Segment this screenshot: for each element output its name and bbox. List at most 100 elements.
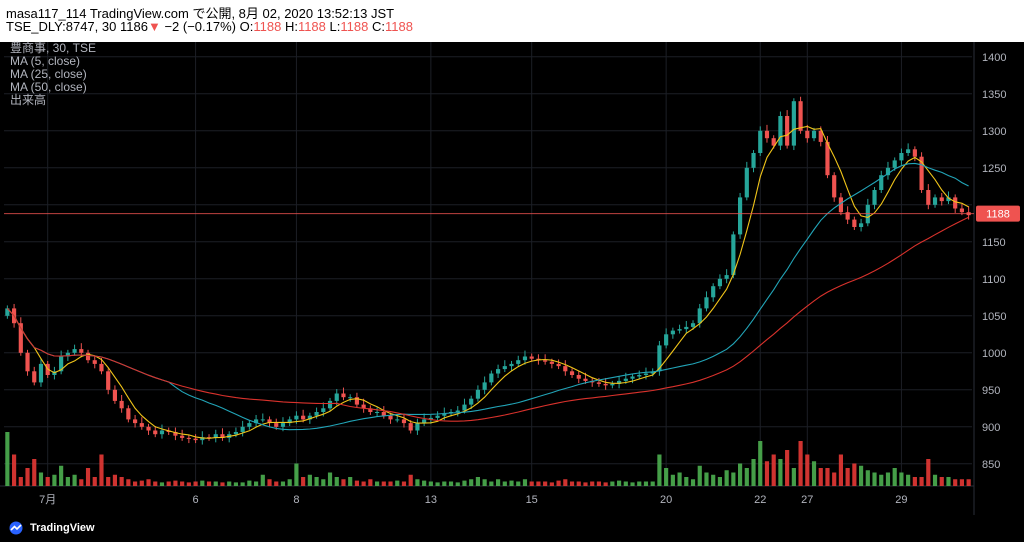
candle-body bbox=[368, 408, 373, 412]
candle-body bbox=[294, 415, 299, 420]
candle-body bbox=[838, 197, 844, 213]
volume-bar bbox=[11, 454, 17, 486]
close-value: 1188 bbox=[384, 19, 413, 34]
volume-bar bbox=[590, 481, 595, 486]
volume-bar bbox=[872, 472, 877, 486]
candle bbox=[556, 359, 561, 370]
volume-bar bbox=[610, 481, 615, 486]
x-tick-label: 13 bbox=[425, 494, 437, 506]
candle-body bbox=[442, 413, 447, 416]
candle-body bbox=[603, 383, 608, 386]
candle bbox=[865, 198, 870, 227]
volume-bar bbox=[307, 474, 312, 486]
candle bbox=[778, 111, 783, 151]
volume-bar bbox=[79, 479, 84, 486]
candle-body bbox=[852, 219, 857, 227]
volume-bar bbox=[664, 468, 669, 486]
candle bbox=[301, 409, 306, 423]
volume-bar bbox=[99, 454, 104, 486]
candle bbox=[455, 406, 460, 417]
candle bbox=[475, 385, 481, 402]
volume-bar bbox=[811, 461, 817, 486]
legend-title: 豊商事, 30, TSE bbox=[10, 41, 97, 55]
volume-bar bbox=[711, 474, 716, 486]
volume-bar bbox=[785, 450, 790, 486]
candle-body bbox=[469, 398, 474, 405]
candle-body bbox=[180, 435, 185, 438]
candle-body bbox=[348, 397, 353, 399]
volume-bar bbox=[522, 479, 528, 486]
candle-body bbox=[522, 356, 528, 361]
candle bbox=[186, 434, 191, 444]
candle bbox=[206, 434, 212, 441]
candle bbox=[72, 344, 77, 356]
publish-info: masa117_114 TradingView.com で公開, 8月 02, … bbox=[6, 6, 395, 21]
tradingview-brand-text: TradingView bbox=[30, 522, 95, 534]
legend-ma25[interactable]: MA (25, close) bbox=[10, 67, 87, 81]
down-arrow-icon: ▼ bbox=[147, 19, 161, 34]
candle-body bbox=[173, 431, 178, 436]
candle-body bbox=[428, 417, 433, 420]
x-tick-label: 7月 bbox=[39, 494, 56, 506]
candle bbox=[704, 291, 709, 312]
candle bbox=[153, 426, 158, 438]
candle-body bbox=[99, 363, 104, 372]
candle bbox=[509, 360, 514, 371]
volume-bar bbox=[791, 468, 796, 486]
candle-body bbox=[569, 371, 575, 375]
candle-body bbox=[240, 426, 245, 432]
volume-bar bbox=[153, 481, 158, 486]
candle-body bbox=[717, 278, 723, 287]
candle-body bbox=[912, 149, 917, 157]
open-value: 1188 bbox=[253, 19, 282, 34]
candle-body bbox=[213, 434, 218, 438]
price-chart[interactable]: 1188 850 900 950 1000 1050 1100 1150 1250 1300 135… bbox=[0, 0, 1024, 515]
candle-body bbox=[334, 393, 339, 401]
volume-bar bbox=[778, 459, 783, 486]
candle bbox=[415, 418, 420, 435]
legend-ma50[interactable]: MA (50, close) bbox=[10, 80, 87, 94]
x-tick-label: 8 bbox=[293, 494, 299, 506]
candle bbox=[616, 376, 622, 389]
candle bbox=[247, 420, 252, 430]
volume-bar bbox=[818, 468, 823, 486]
volume-bar bbox=[220, 482, 225, 486]
candle-body bbox=[38, 363, 44, 383]
candle bbox=[381, 406, 386, 419]
last-price-tag bbox=[976, 205, 1020, 222]
candle bbox=[341, 387, 346, 401]
volume-bar bbox=[65, 477, 70, 486]
volume-bar bbox=[180, 481, 185, 486]
candle-body bbox=[549, 361, 554, 364]
candle-body bbox=[959, 208, 965, 213]
volume-bar bbox=[448, 481, 454, 486]
candle bbox=[253, 414, 259, 428]
candle-body bbox=[596, 382, 602, 384]
volume-bar bbox=[301, 477, 306, 486]
volume-bar bbox=[173, 480, 178, 486]
volume-bar bbox=[966, 479, 971, 486]
legend-ma5[interactable]: MA (5, close) bbox=[10, 54, 81, 68]
legend-volume[interactable]: 出来高 bbox=[10, 93, 47, 107]
candle bbox=[354, 392, 360, 408]
y-tick-label: 1050 bbox=[982, 311, 1006, 323]
candle-body bbox=[798, 101, 803, 131]
candle-body bbox=[556, 363, 561, 367]
volume-bar bbox=[637, 481, 642, 486]
candle-body bbox=[731, 234, 736, 276]
candle bbox=[361, 398, 366, 413]
candle bbox=[422, 413, 427, 427]
candle-body bbox=[388, 415, 393, 420]
candle-body bbox=[462, 404, 467, 411]
volume-bar bbox=[132, 481, 138, 486]
volume-bar bbox=[260, 474, 265, 486]
candle-body bbox=[657, 345, 662, 372]
tradingview-logo[interactable]: TradingView bbox=[6, 521, 95, 535]
volume-bar bbox=[489, 481, 494, 486]
candle-body bbox=[845, 212, 850, 220]
volume-bar bbox=[737, 463, 743, 486]
candle-body bbox=[811, 130, 817, 139]
volume-bar bbox=[959, 479, 965, 486]
candle bbox=[18, 317, 23, 356]
candle bbox=[670, 327, 675, 339]
